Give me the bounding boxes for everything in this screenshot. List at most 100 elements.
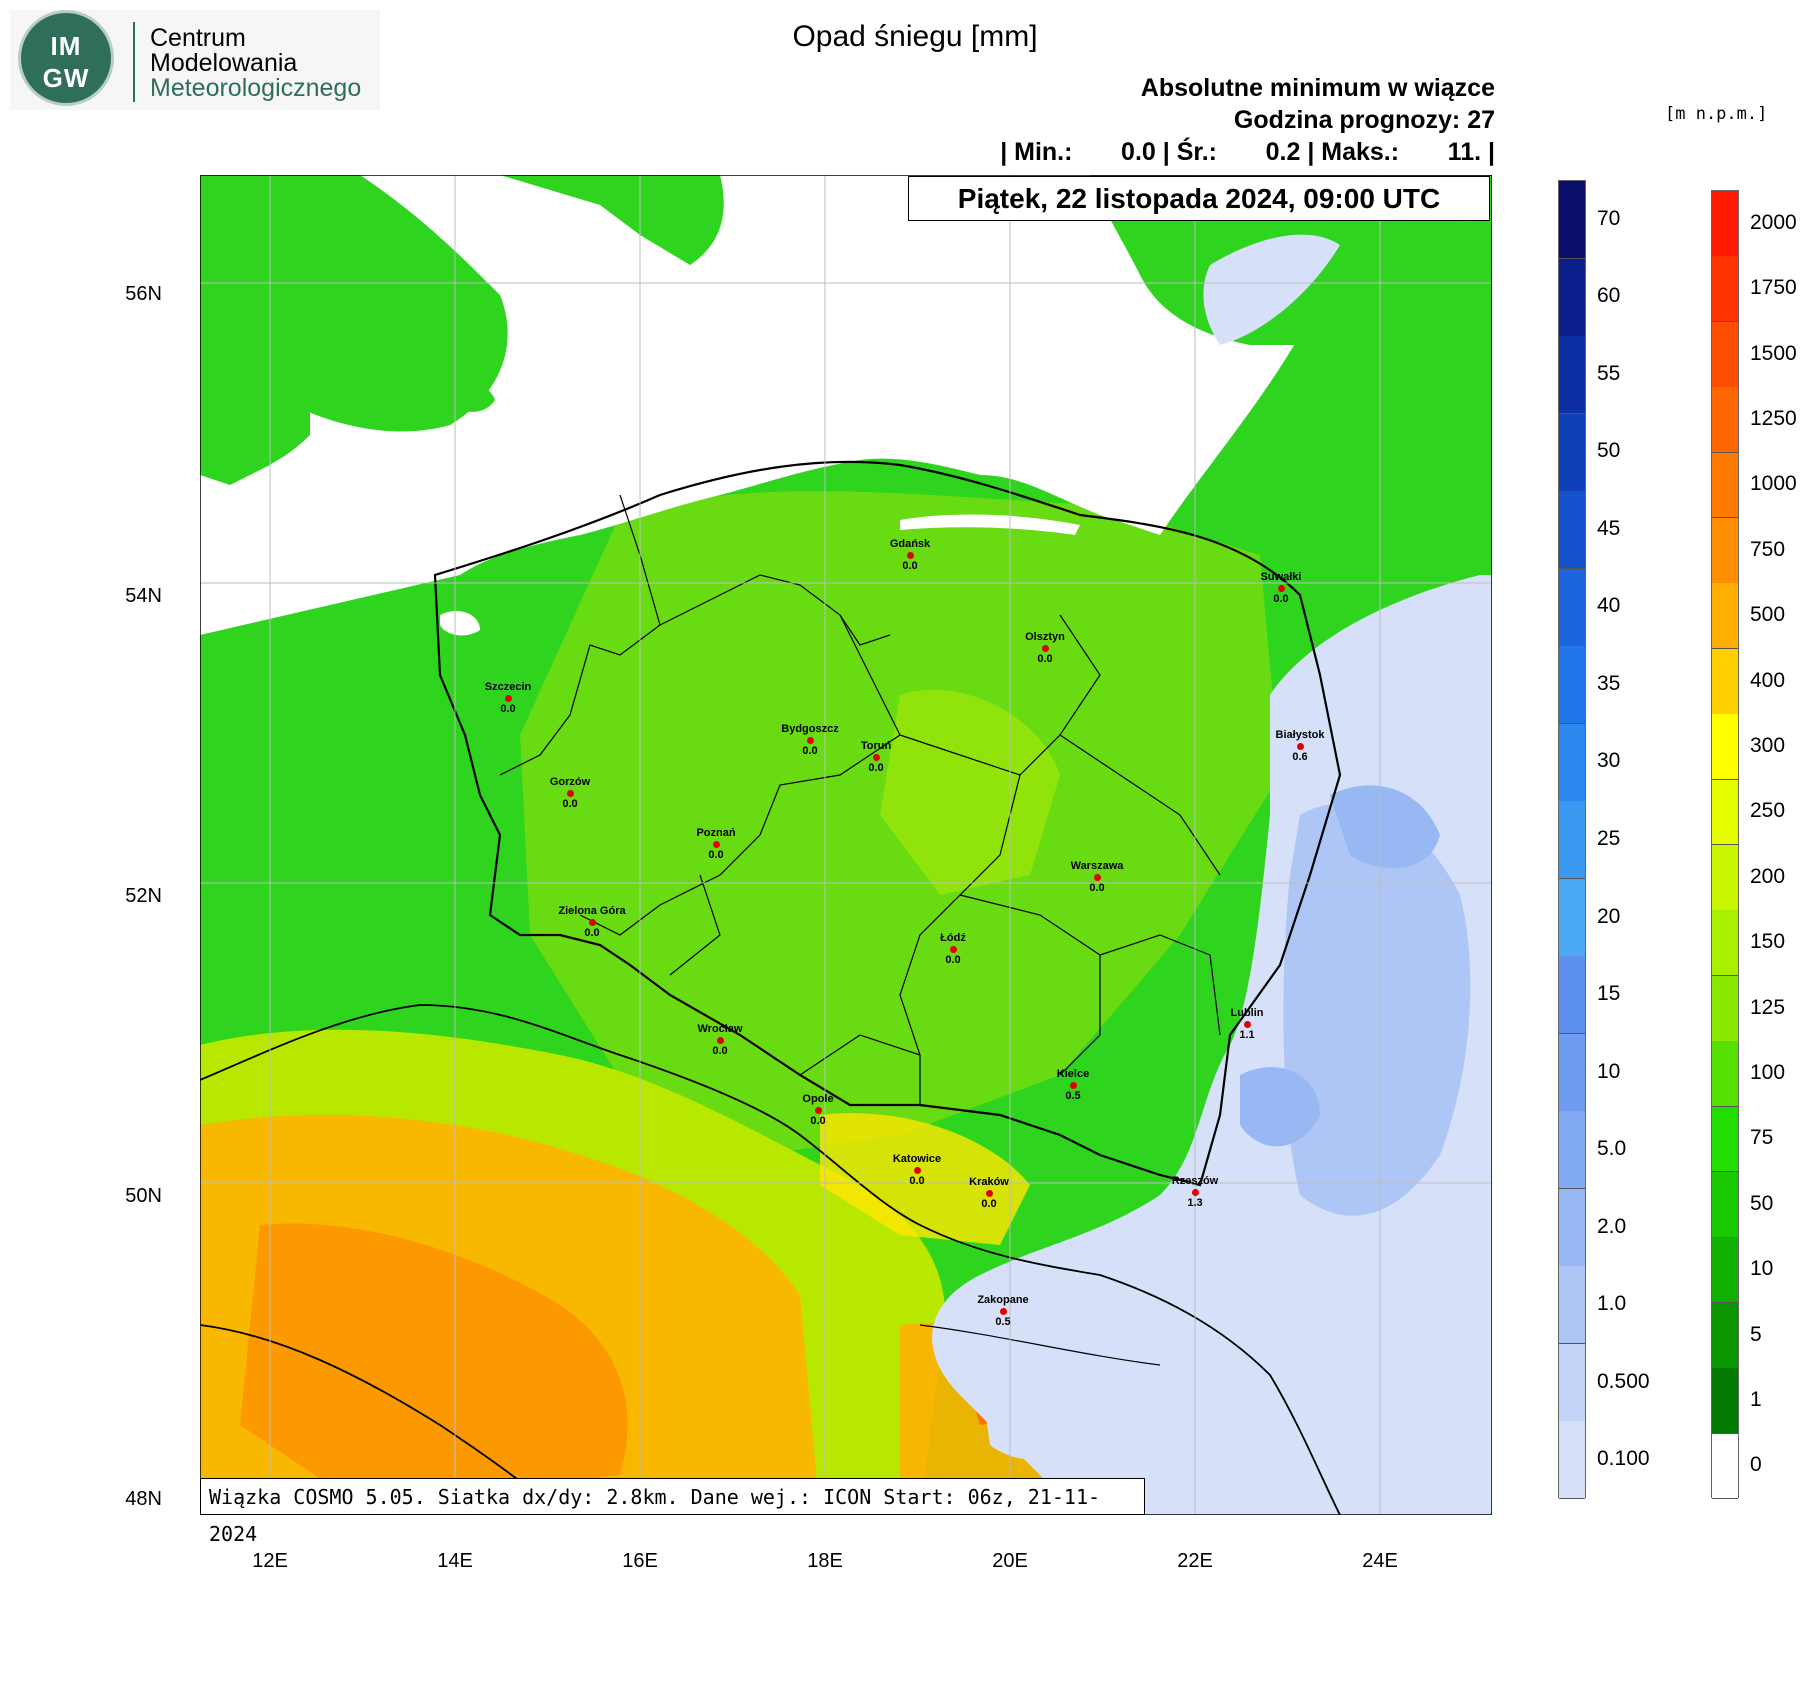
colorbar-segment [1712,387,1738,454]
city-snow-value: 0.0 [1089,882,1105,894]
subtitle-forecast-hour: Godzina prognozy: 27 [1233,106,1495,134]
colorbar-label: 400 [1750,668,1786,692]
graticule [200,175,1492,1515]
colorbar-segment [1712,714,1738,781]
colorbar-label: 1000 [1750,472,1797,496]
city-dot [1192,1189,1199,1196]
colorbar-segment [1712,910,1738,977]
colorbar-segment [1559,1343,1585,1422]
colorbar-label: 60 [1597,284,1621,308]
valid-date-box: Piątek, 22 listopada 2024, 09:00 UTC [908,176,1490,221]
czech-border [200,1004,1101,1276]
lon-tick-24e: 24E [1362,1550,1398,1572]
colorbar-segment [1559,646,1585,725]
city-snow-value: 0.0 [868,762,884,774]
city-snow-value: 0.6 [1292,751,1308,763]
colorbar-label: 200 [1750,864,1786,888]
colorbar-label: 1500 [1750,341,1797,365]
snow-colorbar [1558,180,1586,1500]
colorbar-label: 1.0 [1597,1292,1627,1316]
lowland-central [880,689,1060,895]
colorbar-segment [1559,1188,1585,1267]
city-dot [1000,1308,1007,1315]
colorbar-label: 10 [1597,1059,1621,1083]
city-snow-value: 0.5 [1065,1090,1081,1102]
city-snow-value: 0.0 [584,927,600,939]
logo-text-bottom: GW [42,63,90,93]
org-name-line1: Centrum [150,24,246,52]
colorbar-segment [1712,321,1738,388]
snow-lublin [1283,803,1471,1216]
org-name-line2: Modelowania [150,49,298,77]
stats-line: | Min.: 0.0 | Śr.: 0.2 | Maks.: 11. | [1000,138,1495,166]
colorbar-segment [1559,1266,1585,1345]
logo-divider [133,22,135,102]
voivodeship-border [1059,734,1221,876]
colorbar-label: 250 [1750,799,1786,823]
colorbar-segment [1712,1106,1738,1173]
snow-lithuania [1203,234,1340,345]
city-snow-value: 1.3 [1187,1197,1203,1209]
lon-tick-20e: 20E [992,1550,1028,1572]
snow-bialystok [1330,785,1440,869]
map-title: Opad śniegu [mm] [792,20,1038,53]
lon-tick-18e: 18E [807,1550,843,1572]
colorbar-label: 100 [1750,1060,1786,1084]
elevation-unit-label: [m n.p.m.] [1665,104,1768,124]
city-name: Opole [802,1093,834,1105]
voivodeship-border [1099,934,1221,1036]
city-name: Rzeszów [1171,1175,1219,1187]
city-name: Łódź [940,932,966,944]
colorbar-label: 40 [1597,594,1621,618]
colorbar-label: 75 [1750,1126,1774,1150]
lagoon-szczecin [440,610,480,636]
colorbar-segment [1712,256,1738,323]
colorbar-segment [1712,1172,1738,1238]
colorbar-segment [1559,878,1585,957]
snow-rzeszow [1240,1067,1320,1147]
city-dot [1297,743,1304,750]
colorbar-label: 45 [1597,516,1621,540]
highland-bohemia [240,1223,628,1505]
city-name: Bydgoszcz [781,723,839,735]
city-name: Kielce [1056,1068,1090,1080]
city-dot [1244,1021,1251,1028]
city-dot [1070,1082,1077,1089]
city-snow-value: 0.0 [909,1175,925,1187]
lon-tick-12e: 12E [252,1550,288,1572]
colorbar-segment [1559,801,1585,880]
colorbar-segment [1712,583,1738,650]
city-name: Katowice [892,1153,942,1165]
colorbar-label: 20 [1597,904,1621,928]
city-dot [807,737,814,744]
subtitle-mode: Absolutne minimum w wiązce [1140,74,1495,102]
city-name: Toruń [860,740,892,752]
voivodeship-border [579,834,761,936]
ukraine-border [1099,1274,1341,1515]
city-dot [567,790,574,797]
colorbar-segment [1712,1302,1738,1369]
colorbar-segment [1559,1033,1585,1112]
land-sweden-east [500,175,724,265]
city-dot [1042,645,1049,652]
voivodeship-border [959,894,1101,1076]
colorbar-label: 10 [1750,1257,1774,1281]
city-dot [815,1107,822,1114]
colorbar-label: 50 [1750,1191,1774,1215]
city-snow-value: 0.5 [995,1316,1011,1328]
colorbar-segment [1559,568,1585,647]
city-snow-value: 0.0 [712,1045,728,1057]
colorbar-segment [1712,779,1738,846]
land-denmark [200,415,270,485]
colorbar-segment [1712,845,1738,911]
colorbar-label: 2.0 [1597,1214,1627,1238]
lon-tick-16e: 16E [622,1550,658,1572]
colorbar-segment [1559,413,1585,492]
city-dot [1278,585,1285,592]
colorbar-label: 0.500 [1597,1369,1650,1393]
colorbar-segment [1559,491,1585,570]
colorbar-segment [1559,181,1585,260]
lat-tick-50n: 50N [125,1185,162,1207]
city-name: Gdańsk [889,538,931,550]
colorbar-label: 35 [1597,671,1621,695]
